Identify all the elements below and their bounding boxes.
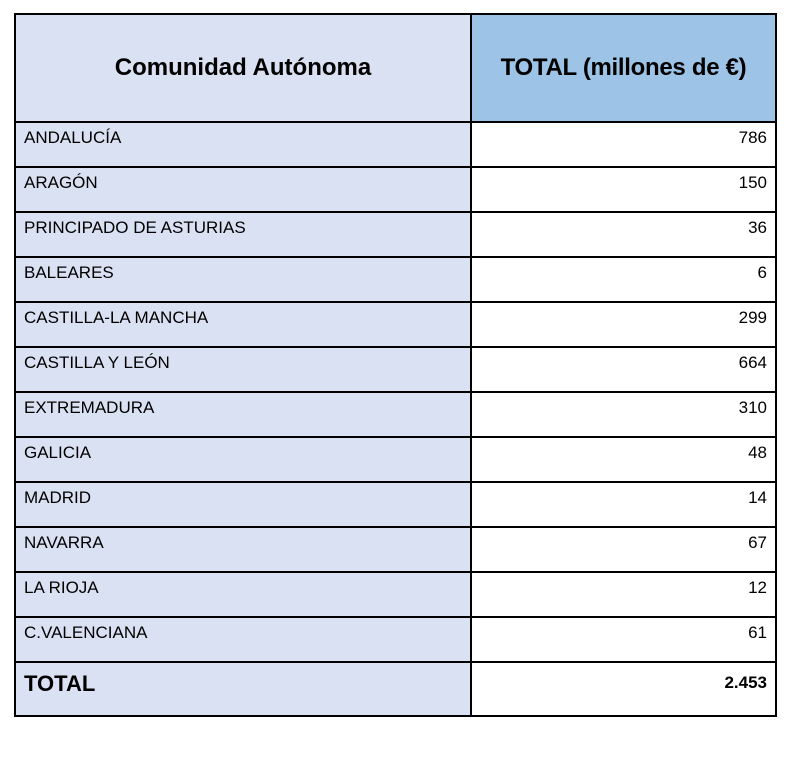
table-row: C.VALENCIANA 61	[14, 616, 777, 663]
region-total: 786	[470, 121, 777, 168]
region-total: 48	[470, 436, 777, 483]
region-name: MADRID	[14, 481, 472, 528]
region-total: 12	[470, 571, 777, 618]
table-row: NAVARRA 67	[14, 526, 777, 573]
region-name: C.VALENCIANA	[14, 616, 472, 663]
header-row: Comunidad Autónoma TOTAL (millones de €)	[14, 13, 777, 123]
region-name: GALICIA	[14, 436, 472, 483]
region-name: NAVARRA	[14, 526, 472, 573]
region-name: EXTREMADURA	[14, 391, 472, 438]
region-name: ARAGÓN	[14, 166, 472, 213]
total-row: TOTAL 2.453	[14, 661, 777, 717]
table-row: EXTREMADURA 310	[14, 391, 777, 438]
region-name: PRINCIPADO DE ASTURIAS	[14, 211, 472, 258]
region-name: BALEARES	[14, 256, 472, 303]
table-row: ANDALUCÍA 786	[14, 121, 777, 168]
regional-totals-table: Comunidad Autónoma TOTAL (millones de €)…	[14, 13, 777, 717]
table-row: PRINCIPADO DE ASTURIAS 36	[14, 211, 777, 258]
table-row: LA RIOJA 12	[14, 571, 777, 618]
region-total: 6	[470, 256, 777, 303]
region-total: 310	[470, 391, 777, 438]
header-total: TOTAL (millones de €)	[470, 13, 777, 123]
table-row: CASTILLA Y LEÓN 664	[14, 346, 777, 393]
region-total: 67	[470, 526, 777, 573]
region-name: ANDALUCÍA	[14, 121, 472, 168]
region-total: 36	[470, 211, 777, 258]
region-total: 664	[470, 346, 777, 393]
region-total: 150	[470, 166, 777, 213]
region-name: CASTILLA-LA MANCHA	[14, 301, 472, 348]
total-value: 2.453	[470, 661, 777, 717]
table-row: MADRID 14	[14, 481, 777, 528]
table-row: BALEARES 6	[14, 256, 777, 303]
region-name: LA RIOJA	[14, 571, 472, 618]
table-row: GALICIA 48	[14, 436, 777, 483]
region-total: 14	[470, 481, 777, 528]
table-row: ARAGÓN 150	[14, 166, 777, 213]
total-label: TOTAL	[14, 661, 472, 717]
region-total: 299	[470, 301, 777, 348]
table-row: CASTILLA-LA MANCHA 299	[14, 301, 777, 348]
header-region: Comunidad Autónoma	[14, 13, 472, 123]
region-name: CASTILLA Y LEÓN	[14, 346, 472, 393]
region-total: 61	[470, 616, 777, 663]
